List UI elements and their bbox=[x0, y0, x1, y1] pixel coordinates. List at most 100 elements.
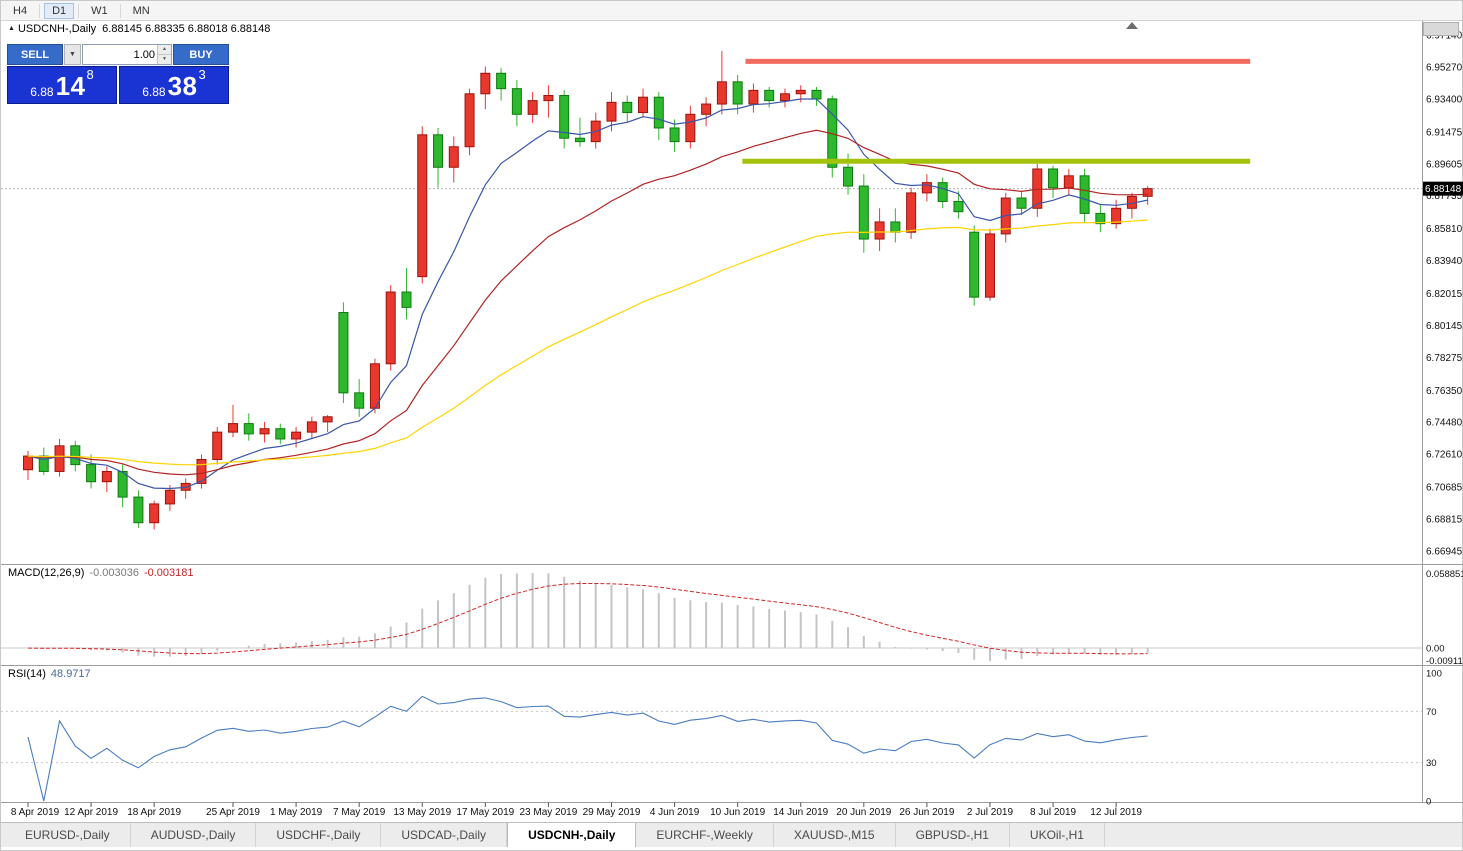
tab-audusd-daily[interactable]: AUDUSD-,Daily bbox=[131, 823, 257, 847]
sell-price-box[interactable]: 6.88 14 8 bbox=[7, 66, 117, 104]
time-label[interactable]: 17 May 2019 bbox=[456, 807, 514, 818]
time-label[interactable]: 12 Apr 2019 bbox=[64, 807, 118, 818]
candle-body bbox=[716, 81, 727, 105]
volume-stepper[interactable]: ▲ ▼ bbox=[157, 45, 171, 64]
time-label[interactable]: 20 Jun 2019 bbox=[836, 807, 891, 818]
tab-eurusd-daily[interactable]: EURUSD-,Daily bbox=[5, 823, 131, 847]
tab-usdcnh-daily[interactable]: USDCNH-,Daily bbox=[507, 823, 637, 847]
sell-button[interactable]: SELL bbox=[7, 44, 63, 65]
tab-usdchf-daily[interactable]: USDCHF-,Daily bbox=[256, 823, 382, 847]
macd-signal-line bbox=[27, 583, 1148, 655]
rsi-scale-label: 30 bbox=[1426, 758, 1437, 769]
time-label[interactable]: 8 Apr 2019 bbox=[11, 807, 60, 818]
price-scale-label: 6.89605 bbox=[1426, 159, 1463, 170]
candle-body bbox=[480, 72, 491, 95]
candle-body bbox=[984, 233, 995, 298]
price-scale-label: 6.78275 bbox=[1426, 353, 1463, 364]
time-label[interactable]: 4 Jun 2019 bbox=[650, 807, 700, 818]
ma-line-21 bbox=[27, 129, 1148, 476]
time-label[interactable]: 18 Apr 2019 bbox=[127, 807, 181, 818]
timeframe-button-d1[interactable]: D1 bbox=[44, 2, 75, 19]
candle-body bbox=[606, 101, 617, 122]
time-label[interactable]: 26 Jun 2019 bbox=[899, 807, 954, 818]
tab-usdcad-daily[interactable]: USDCAD-,Daily bbox=[381, 823, 508, 847]
candle-body bbox=[732, 81, 743, 105]
ma-line-8 bbox=[27, 98, 1148, 490]
buy-price-box[interactable]: 6.88 38 3 bbox=[119, 66, 229, 104]
candle-body bbox=[243, 423, 254, 435]
candle-body bbox=[748, 89, 759, 105]
macd-name: MACD(12,26,9) bbox=[8, 567, 85, 579]
time-label[interactable]: 2 Jul 2019 bbox=[967, 807, 1014, 818]
macd-scale-label: 0.00 bbox=[1426, 644, 1445, 655]
timeframe-button-w1[interactable]: W1 bbox=[83, 3, 116, 19]
time-label[interactable]: 14 Jun 2019 bbox=[773, 807, 828, 818]
candle-body bbox=[306, 421, 317, 433]
candle-body bbox=[70, 445, 81, 466]
time-label[interactable]: 29 May 2019 bbox=[583, 807, 641, 818]
candlestick-series bbox=[23, 51, 1153, 530]
rsi-scale-label: 0 bbox=[1426, 797, 1431, 808]
timeframe-button-mn[interactable]: MN bbox=[125, 3, 158, 19]
time-label[interactable]: 1 May 2019 bbox=[270, 807, 323, 818]
price-scale-label: 6.85810 bbox=[1426, 224, 1463, 235]
price-scale-label: 6.93400 bbox=[1426, 94, 1463, 105]
price-scale-label: 6.66945 bbox=[1426, 547, 1463, 558]
candle-body bbox=[874, 221, 885, 240]
candle-body bbox=[653, 96, 664, 129]
candle-body bbox=[117, 470, 128, 498]
candle-body bbox=[369, 363, 380, 409]
candle-body bbox=[574, 137, 585, 143]
candle-body bbox=[937, 182, 948, 202]
volume-input[interactable] bbox=[83, 45, 171, 64]
volume-step-down-icon[interactable]: ▼ bbox=[158, 55, 171, 64]
candle-body bbox=[433, 134, 444, 168]
rsi-name: RSI(14) bbox=[8, 668, 46, 680]
candle-body bbox=[1079, 175, 1090, 214]
price-scale-button[interactable] bbox=[1423, 22, 1459, 36]
macd-main-value: -0.003036 bbox=[89, 567, 139, 579]
tab-xauusd-m15[interactable]: XAUUSD-,M15 bbox=[774, 823, 896, 847]
time-label[interactable]: 8 Jul 2019 bbox=[1030, 807, 1077, 818]
candle-body bbox=[701, 103, 712, 115]
candle-body bbox=[1016, 197, 1027, 209]
buy-price-prefix: 6.88 bbox=[142, 85, 166, 99]
tab-eurchf-weekly[interactable]: EURCHF-,Weekly bbox=[636, 823, 774, 847]
tab-ukoil-h1[interactable]: UKOil-,H1 bbox=[1010, 823, 1105, 847]
rsi-scale-label: 70 bbox=[1426, 707, 1437, 718]
chart-symbol-label: USDCNH-,Daily bbox=[17, 23, 97, 35]
time-label[interactable]: 12 Jul 2019 bbox=[1090, 807, 1142, 818]
tab-gbpusd-h1[interactable]: GBPUSD-,H1 bbox=[896, 823, 1010, 847]
one-click-toggle-icon[interactable]: ▲ bbox=[8, 25, 15, 32]
price-scale-label: 6.91475 bbox=[1426, 127, 1463, 138]
candle-body bbox=[448, 146, 459, 168]
candle-body bbox=[401, 291, 412, 308]
toolbar-separator bbox=[119, 3, 121, 18]
buy-button[interactable]: BUY bbox=[173, 44, 229, 65]
chart-header: ▲ USDCNH-,Daily 6.88145 6.88335 6.88018 6.… bbox=[8, 23, 270, 35]
sell-price-prefix: 6.88 bbox=[30, 85, 54, 99]
volume-dropdown-button[interactable]: ▼ bbox=[64, 44, 81, 65]
candle-body bbox=[464, 93, 475, 148]
current-price-tag-text: 6.88148 bbox=[1425, 184, 1462, 195]
chart-ohlc-values: 6.88145 6.88335 6.88018 6.88148 bbox=[102, 23, 271, 35]
time-label[interactable]: 13 May 2019 bbox=[393, 807, 451, 818]
time-label[interactable]: 10 Jun 2019 bbox=[710, 807, 765, 818]
volume-step-up-icon[interactable]: ▲ bbox=[158, 45, 171, 55]
chart-shift-marker[interactable] bbox=[1126, 22, 1138, 29]
candle-body bbox=[322, 416, 333, 423]
candle-body bbox=[779, 93, 790, 102]
time-label[interactable]: 25 Apr 2019 bbox=[206, 807, 260, 818]
timeframe-button-h4[interactable]: H4 bbox=[5, 3, 35, 19]
candle-body bbox=[1095, 212, 1106, 225]
rsi-value: 48.9717 bbox=[50, 668, 91, 680]
time-scale: 8 Apr 2019 12 Apr 2019 18 Apr 2019 25 Apr 2… bbox=[11, 802, 1142, 818]
price-scale-label: 6.87735 bbox=[1426, 191, 1463, 202]
time-label[interactable]: 7 May 2019 bbox=[333, 807, 386, 818]
time-label[interactable]: 23 May 2019 bbox=[519, 807, 577, 818]
price-scale-label: 6.80145 bbox=[1426, 321, 1463, 332]
price-scale-label: 6.68815 bbox=[1426, 515, 1463, 526]
price-scale-label: 6.97140 bbox=[1426, 31, 1463, 42]
candle-body bbox=[559, 94, 570, 139]
chart-canvas[interactable]: 6.97140 6.95270 6.93400 6.91475 6.89605 6.877… bbox=[1, 20, 1463, 821]
